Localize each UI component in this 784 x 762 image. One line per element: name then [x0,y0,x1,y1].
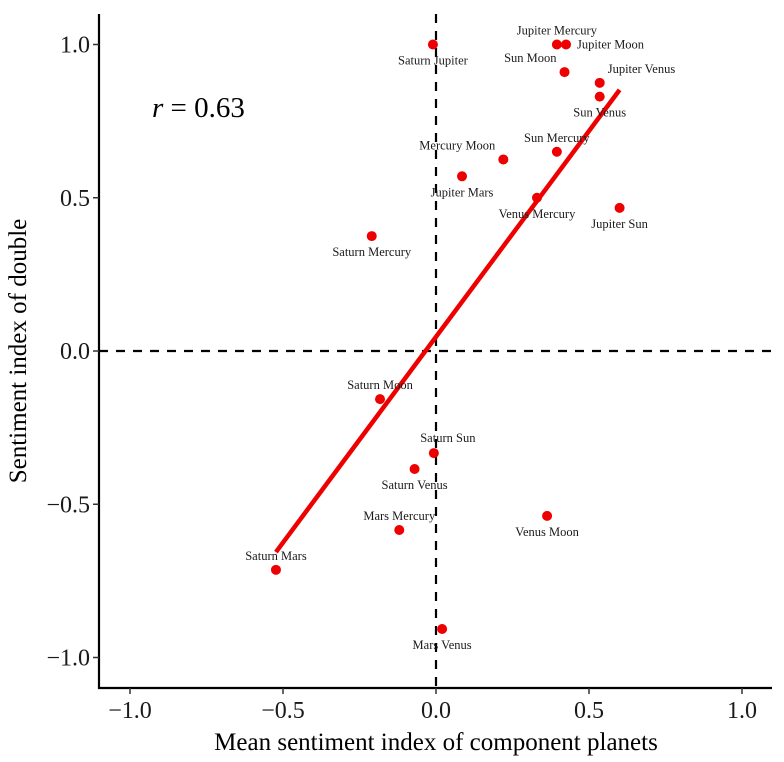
data-point [561,39,572,50]
correlation-annotation: r = 0.63 [152,92,245,124]
reference-lines [99,14,772,688]
point-label: Saturn Sun [420,431,476,445]
data-point [427,39,438,50]
data-point [559,67,570,78]
point-label: Mercury Moon [419,138,496,152]
regression-line [274,88,622,554]
point-label: Saturn Mercury [332,245,412,259]
correlation-value: = 0.63 [163,92,245,124]
point-label: Sun Venus [573,106,626,120]
point-label: Jupiter Moon [577,38,645,52]
data-point [542,510,553,521]
point-label: Mars Mercury [363,509,436,523]
data-point [594,91,605,102]
regression-line-group [274,88,622,554]
point-label: Jupiter Venus [608,62,676,76]
ticks: −1.0 −0.5 0.0 0.5 1.0 −1.0 −0.5 0.0 0.5 1.0 [46,33,757,725]
x-tick-label: 0.0 [421,698,451,724]
y-tick-label: −0.5 [46,492,90,518]
point-label: Sun Mercury [524,131,590,145]
y-axis-title: Sentiment index of double [5,219,32,484]
point-label: Saturn Mars [245,549,307,563]
data-points [270,39,625,634]
data-point [437,623,448,634]
data-point [409,464,420,475]
data-point [270,564,281,575]
data-point [375,394,386,405]
x-tick-label: 0.5 [574,698,604,724]
point-label: Venus Moon [515,525,579,539]
y-tick-label: 0.5 [60,186,90,212]
data-point [551,39,562,50]
data-point [394,524,405,535]
data-point [594,77,605,88]
point-label: Venus Mercury [499,207,576,221]
data-point [498,154,509,165]
point-label: Jupiter Mars [431,185,494,199]
point-label: Saturn Jupiter [398,54,469,68]
y-tick-label: 1.0 [60,33,90,59]
data-point [366,231,377,242]
point-label: Mars Venus [413,638,472,652]
data-point [457,171,468,182]
data-point [428,448,439,459]
point-label: Saturn Moon [347,378,413,392]
x-tick-label: −1.0 [108,698,152,724]
point-label: Jupiter Mercury [517,24,598,38]
x-tick-label: −0.5 [261,698,305,724]
point-label: Saturn Venus [382,478,448,492]
y-tick-label: −1.0 [46,646,90,672]
point-label: Jupiter Sun [591,217,648,231]
y-tick-label: 0.0 [60,339,90,365]
data-point [531,192,542,203]
x-axis-title: Mean sentiment index of component planet… [214,729,658,756]
correlation-var: r [152,92,164,124]
data-point [614,202,625,213]
data-point [551,146,562,157]
x-tick-label: 1.0 [727,698,757,724]
point-label: Sun Moon [504,51,557,65]
